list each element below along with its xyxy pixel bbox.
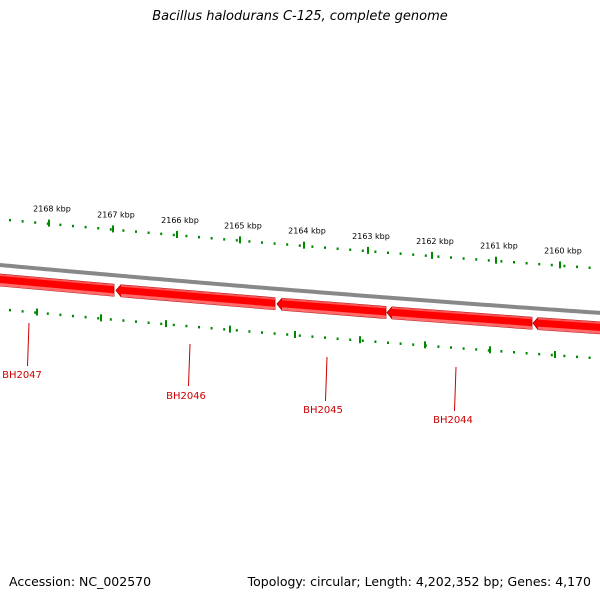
gene-arrow	[115, 284, 276, 311]
gene-arrow	[386, 306, 533, 330]
gene-arrow	[0, 273, 115, 297]
outer-scale-ticks	[9, 218, 591, 269]
scale-label: 2160 kbp	[544, 246, 582, 255]
gene-leader-line	[454, 366, 457, 412]
scale-label: 2161 kbp	[480, 242, 518, 251]
gene-leader-line	[325, 356, 328, 402]
inner-scale-ticks	[9, 308, 591, 359]
scale-label: 2166 kbp	[161, 216, 199, 225]
scale-labels: 2168 kbp 2167 kbp 2166 kbp 2165 kbp 2164 kbp…	[33, 205, 582, 256]
scale-label: 2164 kbp	[288, 227, 326, 236]
gene-arrow	[276, 297, 387, 319]
gene-labels: BH2047 BH2046 BH2045 BH2044	[2, 322, 473, 426]
scale-label: 2167 kbp	[97, 210, 135, 219]
gene-leader-line	[27, 322, 30, 367]
scale-label: 2165 kbp	[224, 221, 262, 230]
accession-text: Accession: NC_002570	[9, 574, 152, 589]
gene-track	[0, 273, 600, 335]
scale-label: 2162 kbp	[416, 237, 454, 246]
genome-backbone	[0, 262, 600, 315]
gene-leader-line	[188, 343, 191, 387]
scale-label: 2168 kbp	[33, 205, 71, 214]
gene-label[interactable]: BH2044	[433, 415, 473, 426]
gene-arrow	[532, 317, 600, 335]
map-title: Bacillus halodurans C-125, complete geno…	[152, 9, 448, 24]
gene-label[interactable]: BH2046	[166, 391, 206, 402]
scale-label: 2163 kbp	[352, 232, 390, 241]
gene-label[interactable]: BH2047	[2, 370, 42, 381]
genome-summary: Topology: circular; Length: 4,202,352 bp…	[247, 574, 591, 589]
gene-label[interactable]: BH2045	[303, 405, 343, 416]
